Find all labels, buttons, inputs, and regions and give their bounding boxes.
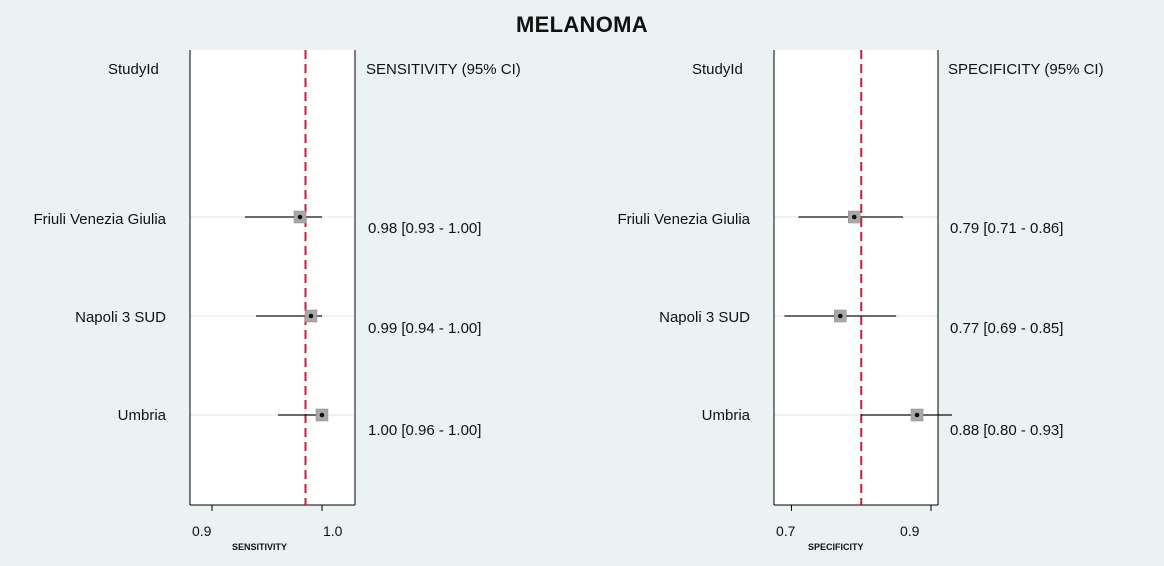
right-study-header: StudyId xyxy=(692,61,743,78)
right-study-name-3: Umbria xyxy=(701,407,750,424)
right-estimate-header: SPECIFICITY (95% CI) xyxy=(948,61,1104,78)
right-plot-area xyxy=(774,50,938,505)
left-study-header: StudyId xyxy=(108,61,159,78)
left-estimate-point-3 xyxy=(319,412,325,418)
left-estimate-label-2: 0.99 [0.94 - 1.00] xyxy=(368,320,482,337)
left-study-name-2: Napoli 3 SUD xyxy=(75,309,166,326)
left-plot-area xyxy=(190,50,355,505)
left-study-name-3: Umbria xyxy=(117,407,166,424)
left-x-tick-label-1: 0.9 xyxy=(192,523,212,539)
right-x-tick-label-1: 0.7 xyxy=(776,523,796,539)
left-estimate-point-1 xyxy=(297,214,303,220)
right-estimate-label-1: 0.79 [0.71 - 0.86] xyxy=(950,220,1064,237)
right-estimate-label-2: 0.77 [0.69 - 0.85] xyxy=(950,320,1064,337)
left-x-axis-label: SENSITIVITY xyxy=(232,542,288,552)
figure-title: MELANOMA xyxy=(516,12,648,37)
right-estimate-label-3: 0.88 [0.80 - 0.93] xyxy=(950,422,1064,439)
left-estimate-header: SENSITIVITY (95% CI) xyxy=(366,61,521,78)
right-x-tick-label-2: 0.9 xyxy=(900,523,920,539)
left-estimate-point-2 xyxy=(308,313,314,319)
right-x-axis-label: SPECIFICITY xyxy=(808,542,864,552)
right-study-name-2: Napoli 3 SUD xyxy=(659,309,750,326)
left-study-name-1: Friuli Venezia Giulia xyxy=(33,211,166,228)
left-estimate-label-1: 0.98 [0.93 - 1.00] xyxy=(368,220,482,237)
right-estimate-point-2 xyxy=(837,313,843,319)
right-estimate-point-3 xyxy=(914,412,920,418)
right-study-name-1: Friuli Venezia Giulia xyxy=(617,211,750,228)
left-estimate-label-3: 1.00 [0.96 - 1.00] xyxy=(368,422,482,439)
left-x-tick-label-2: 1.0 xyxy=(323,523,343,539)
right-estimate-point-1 xyxy=(851,214,857,220)
